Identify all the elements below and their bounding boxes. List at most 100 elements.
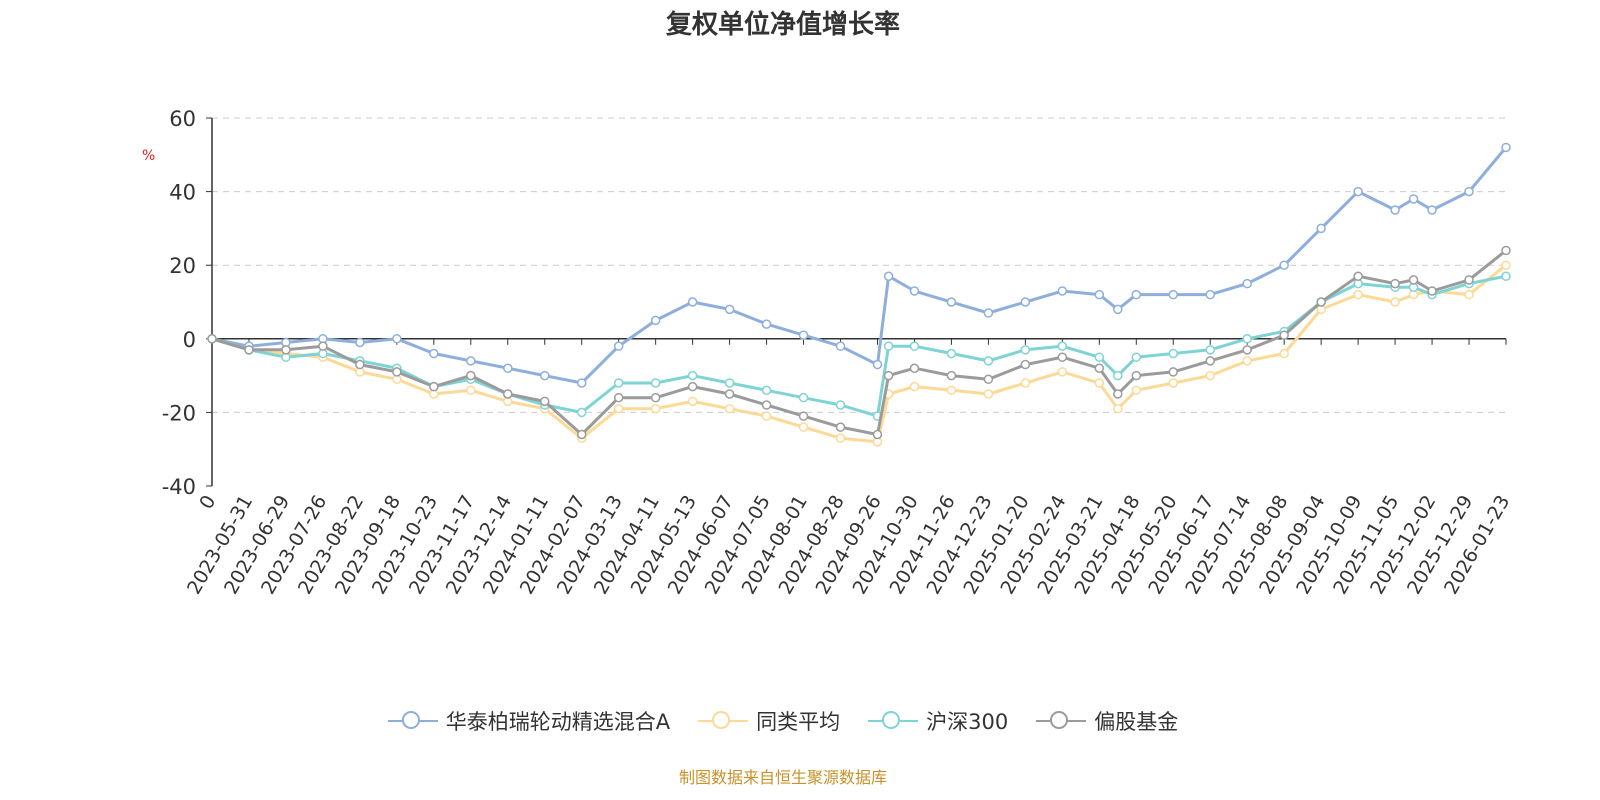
data-point (983, 374, 994, 385)
data-point (946, 297, 957, 307)
data-point (576, 407, 587, 418)
chart-title: 复权单位净值增长率 (665, 10, 900, 40)
data-point (650, 403, 661, 414)
data-point (1501, 245, 1511, 256)
data-point (761, 411, 772, 421)
data-point (1113, 389, 1123, 399)
data-point (1131, 385, 1142, 396)
data-point (909, 341, 920, 351)
data-point (983, 308, 994, 318)
data-point (1205, 345, 1215, 355)
legend-item[interactable]: 华泰柏瑞轮动精选混合A (387, 706, 670, 736)
data-point (1242, 345, 1252, 355)
grid-lines (212, 117, 1506, 413)
data-point (613, 378, 624, 388)
data-point (1168, 348, 1179, 359)
data-point (883, 271, 894, 281)
data-point (1094, 352, 1105, 362)
data-point (946, 348, 957, 359)
data-point (1094, 363, 1105, 373)
y-tick-label: -40 (162, 475, 196, 499)
y-tick-label: -20 (162, 401, 196, 425)
data-point (1131, 370, 1142, 381)
data-point (1057, 286, 1068, 296)
data-point (872, 359, 883, 370)
data-point (1242, 356, 1252, 366)
data-point (650, 392, 661, 403)
data-point (835, 433, 846, 443)
data-point (1094, 378, 1105, 388)
data-point (1242, 334, 1252, 344)
data-point (244, 345, 254, 355)
data-point (466, 385, 476, 396)
data-point (761, 400, 772, 410)
data-point (392, 334, 402, 344)
data-point (724, 304, 735, 315)
data-point (761, 319, 772, 329)
data-point (1057, 367, 1068, 377)
data-point (687, 396, 698, 407)
data-point (798, 330, 809, 340)
data-point (392, 367, 402, 377)
data-point (1501, 271, 1511, 281)
data-point (883, 341, 894, 351)
data-point (1020, 297, 1031, 307)
y-tick-label: 40 (169, 181, 196, 205)
legend: 华泰柏瑞轮动精选混合A 同类平均 沪深300 偏股基金 (0, 706, 1566, 736)
data-point (872, 429, 883, 440)
data-point (1427, 205, 1437, 215)
data-point (207, 334, 217, 344)
series-1 (207, 260, 1511, 447)
legend-item[interactable]: 同类平均 (698, 706, 840, 736)
data-point (909, 363, 920, 373)
series-3 (207, 245, 1511, 440)
legend-line-circle-icon (868, 709, 919, 733)
data-point (539, 396, 550, 407)
legend-item[interactable]: 偏股基金 (1036, 706, 1178, 736)
data-point (835, 422, 846, 432)
data-point (1464, 289, 1474, 300)
data-point (1464, 275, 1474, 285)
data-point (1168, 367, 1179, 377)
series-line (211, 146, 1508, 385)
y-tick-label: 60 (169, 107, 196, 131)
data-point (1427, 286, 1437, 296)
data-point (1279, 260, 1289, 270)
data-point (1408, 194, 1419, 204)
y-axis-label: % (142, 148, 156, 164)
data-point (1113, 403, 1123, 414)
data-point (1020, 359, 1031, 370)
data-point (576, 378, 587, 388)
data-point (724, 389, 735, 399)
data-point (1279, 330, 1289, 340)
data-point (503, 389, 513, 399)
series-line (211, 274, 1507, 418)
data-point (687, 370, 698, 381)
data-point (1131, 289, 1142, 300)
data-point (503, 363, 513, 373)
data-point (798, 411, 809, 421)
data-point (909, 286, 920, 296)
data-point (613, 403, 624, 414)
data-point (946, 370, 957, 381)
data-point (724, 403, 735, 414)
legend-item[interactable]: 沪深300 (868, 706, 1008, 736)
data-point (798, 422, 809, 432)
data-point (909, 381, 920, 392)
data-point (946, 385, 957, 396)
series-2 (207, 271, 1511, 421)
data-point (1168, 289, 1179, 300)
data-point (835, 341, 846, 351)
data-point (724, 378, 735, 388)
data-point (1205, 370, 1215, 381)
data-point (1408, 275, 1419, 285)
data-point (798, 392, 809, 403)
legend-label: 沪深300 (926, 710, 1009, 734)
data-point (1113, 304, 1123, 315)
data-point (1057, 341, 1068, 351)
data-point (983, 356, 994, 366)
data-point (1353, 186, 1363, 197)
data-point (687, 381, 698, 392)
legend-line-circle-icon (1036, 709, 1087, 733)
